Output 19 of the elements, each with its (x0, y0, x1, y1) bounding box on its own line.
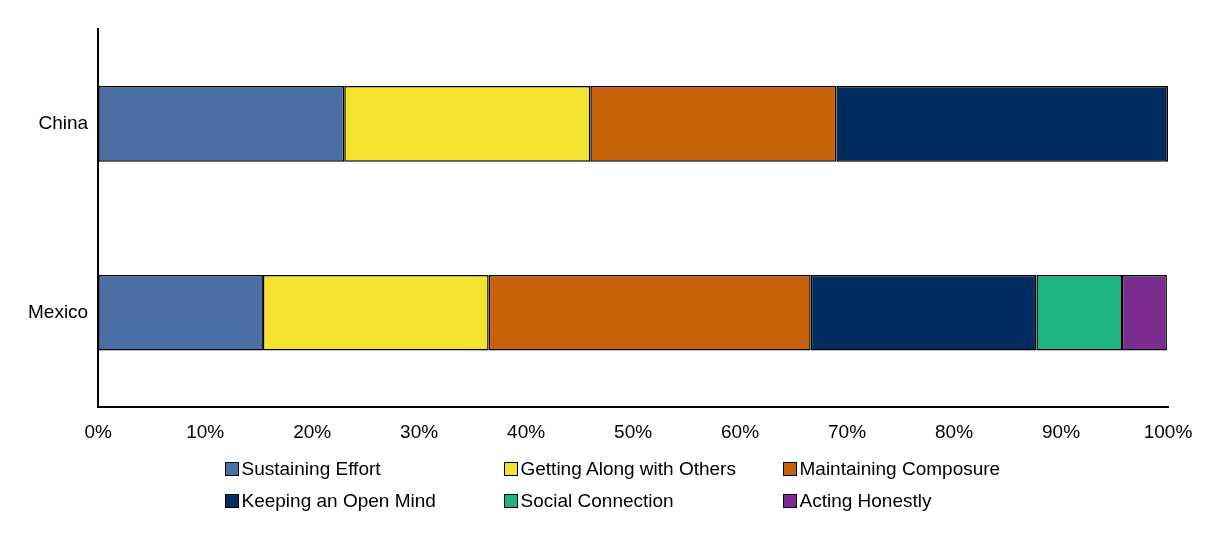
y-tick-label: Mexico (27, 300, 89, 322)
legend-label: Sustaining Effort (241, 458, 381, 480)
x-tick-label: 40% (507, 420, 546, 442)
x-tick-label: 30% (400, 420, 439, 442)
x-tick-label: 70% (828, 420, 867, 442)
x-tick-label: 10% (186, 420, 225, 442)
x-tick-label: 0% (84, 420, 113, 442)
x-tick-label: 90% (1042, 420, 1081, 442)
legend-label: Acting Honestly (799, 490, 932, 512)
legend-label: Maintaining Composure (799, 458, 1001, 480)
x-tick-label: 20% (293, 420, 332, 442)
legend-label: Getting Along with Others (520, 458, 736, 480)
legend-label: Keeping an Open Mind (241, 490, 436, 512)
x-tick-label: 80% (935, 420, 974, 442)
legend-label: Social Connection (520, 490, 674, 512)
x-tick-label: 60% (721, 420, 760, 442)
x-tick-label: 100% (1143, 420, 1193, 442)
x-tick-label: 50% (614, 420, 653, 442)
y-tick-label: China (38, 112, 89, 134)
